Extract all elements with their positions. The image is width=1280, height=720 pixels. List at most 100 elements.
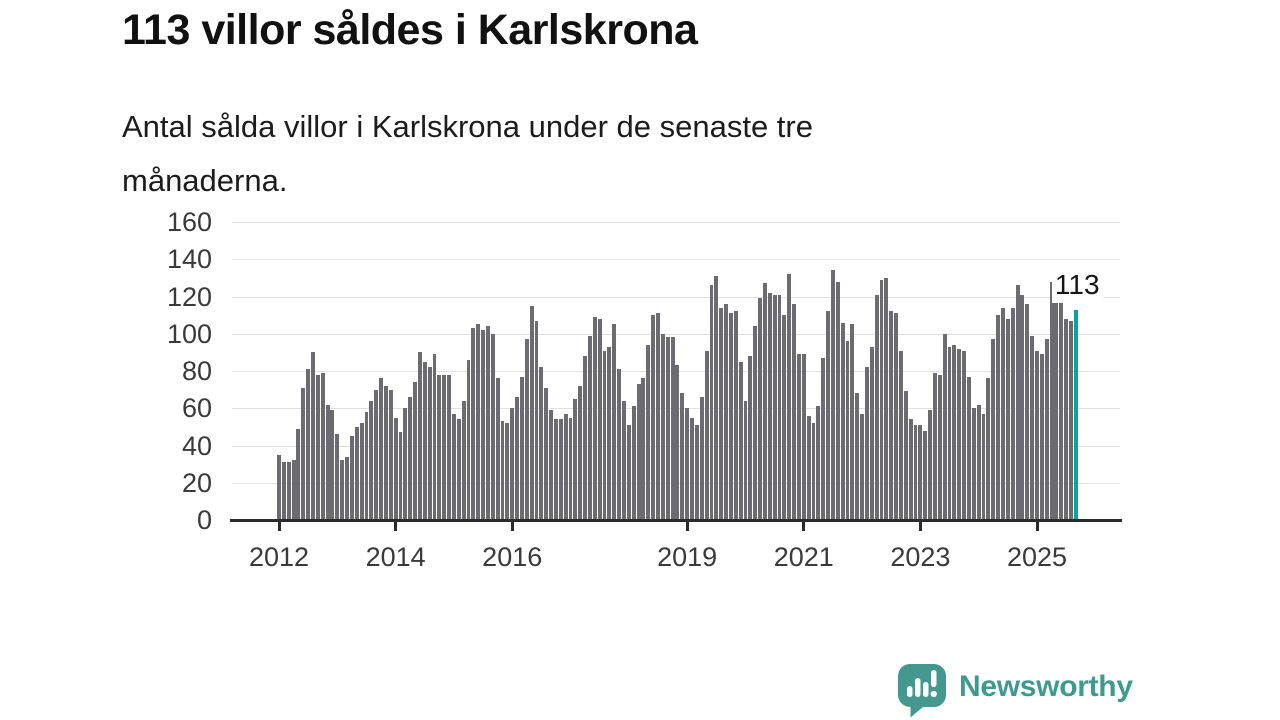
grid-line (232, 222, 1120, 223)
bar (719, 307, 724, 520)
bar (694, 425, 699, 520)
bar (1025, 303, 1030, 520)
bar (631, 406, 636, 520)
bar (1030, 335, 1035, 520)
logo-bar-medium (923, 682, 929, 697)
bar (782, 315, 787, 520)
grid-line (232, 259, 1120, 261)
bar (597, 318, 602, 520)
bar (864, 367, 869, 520)
bar (1064, 318, 1069, 520)
bar (1049, 281, 1054, 520)
bar (728, 313, 733, 520)
bar (296, 428, 301, 520)
x-axis-tick (802, 521, 806, 531)
bar (495, 378, 500, 520)
bar (393, 417, 398, 520)
bar (874, 294, 879, 520)
bar (442, 374, 447, 520)
y-axis-label: 80 (181, 356, 212, 386)
bar (340, 460, 345, 520)
bar (840, 322, 845, 520)
bar (1059, 300, 1064, 520)
bar (456, 419, 461, 520)
bar (947, 346, 952, 520)
bar (933, 372, 937, 520)
bar (403, 408, 408, 520)
bar (461, 400, 466, 520)
y-axis-label: 100 (166, 318, 212, 349)
footer-brand: Newsworthy (897, 663, 1133, 718)
bar (665, 337, 670, 520)
bar (646, 344, 651, 520)
bar (690, 417, 694, 520)
bar (816, 406, 821, 520)
bar (549, 410, 554, 520)
bar (286, 462, 291, 520)
y-axis-label: 60 (181, 393, 212, 424)
bar (369, 400, 374, 520)
bar (301, 387, 306, 520)
bar (937, 374, 942, 520)
bar (607, 346, 612, 520)
bar (743, 400, 748, 520)
x-axis-tick (1035, 521, 1039, 531)
bar (685, 408, 690, 520)
logo-exclamation-stroke (931, 670, 937, 687)
x-axis-tick (918, 521, 922, 531)
bar (359, 423, 364, 520)
bar (320, 372, 325, 520)
bar (971, 408, 976, 520)
logo-exclamation-dot (930, 690, 937, 698)
bar (1035, 350, 1039, 520)
y-axis-label: 40 (181, 430, 212, 461)
bar (758, 298, 762, 520)
bar (398, 432, 403, 520)
page-title: 113 villor såldes i Karlskrona (122, 6, 698, 54)
bar (899, 350, 903, 520)
bar (1069, 320, 1073, 520)
bar (981, 413, 986, 520)
x-axis-label: 2019 (657, 542, 718, 572)
bar (753, 326, 758, 520)
bar (388, 389, 393, 520)
bar (1015, 285, 1020, 520)
bar (738, 361, 743, 520)
grid-line (232, 296, 1120, 298)
bar (500, 421, 505, 520)
bar (1010, 307, 1015, 520)
bar (767, 292, 772, 520)
x-axis-label: 2012 (248, 542, 310, 572)
bar (588, 335, 592, 520)
bar (724, 303, 728, 520)
logo-bar-tall (915, 678, 921, 697)
bar (845, 341, 850, 520)
page-subtitle: Antal sålda villor i Karlskrona under de… (122, 100, 813, 208)
bar (451, 413, 456, 520)
bar (792, 303, 796, 520)
bar (748, 356, 753, 520)
bar (986, 378, 991, 520)
x-axis-label: 2021 (773, 542, 834, 572)
bar (325, 404, 330, 520)
bar (636, 384, 641, 520)
bar (510, 408, 515, 520)
bar (626, 425, 631, 520)
bar (554, 419, 558, 520)
bar (471, 328, 476, 520)
bar (762, 283, 767, 520)
bar (612, 324, 617, 520)
newsworthy-logo-icon (898, 664, 946, 718)
bar (311, 352, 315, 520)
bar (379, 378, 383, 520)
bar (704, 350, 709, 520)
x-axis-label: 2023 (890, 542, 951, 572)
highlight-value-label: 113 (1051, 268, 1103, 303)
bar (1001, 307, 1005, 520)
bar (942, 333, 947, 520)
bar (903, 391, 908, 520)
bar (515, 397, 520, 520)
bar (908, 419, 913, 520)
bar (1005, 318, 1010, 520)
y-axis-label: 120 (166, 281, 212, 312)
